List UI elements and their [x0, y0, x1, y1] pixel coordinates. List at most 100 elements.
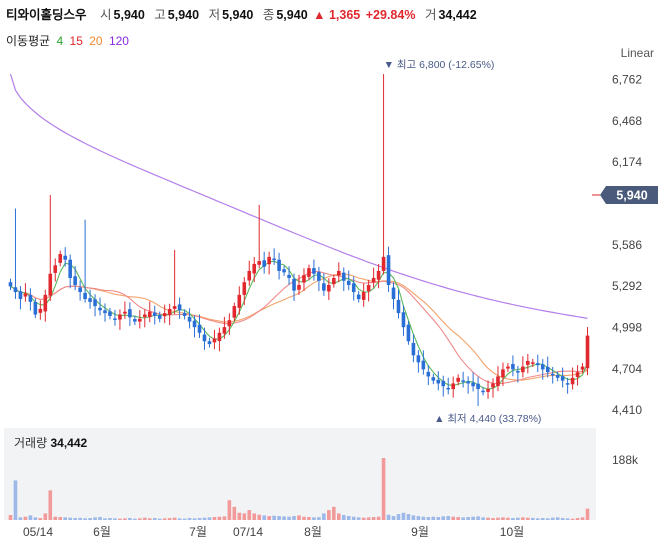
ma-period-120: 120	[108, 34, 129, 48]
candle-body	[431, 377, 436, 381]
volume-bar	[421, 516, 426, 520]
close-label: 종	[262, 8, 275, 22]
volume-bar	[550, 517, 555, 520]
candle-body	[585, 335, 590, 369]
price-tick-label: 4,998	[612, 320, 642, 334]
candle-body	[535, 363, 540, 366]
candle-body	[123, 311, 127, 314]
candle-body	[351, 283, 356, 293]
volume-bar	[441, 516, 446, 520]
volume-bar	[302, 516, 306, 520]
candle-body	[307, 268, 311, 277]
volume-bar	[376, 516, 381, 520]
volume-bar	[396, 514, 401, 520]
volume-bar	[182, 518, 187, 520]
candle-body	[232, 306, 237, 318]
price-tick-label: 6,174	[612, 155, 642, 169]
volume-bar	[381, 458, 386, 520]
high-annotation: ▼ 최고 6,800 (-12.65%)	[384, 59, 495, 71]
volume-bar	[28, 515, 33, 520]
candle-body	[521, 366, 525, 373]
candle-body	[73, 276, 77, 285]
candle-body	[501, 369, 505, 378]
candle-body	[157, 315, 162, 319]
volume-bar	[48, 490, 53, 520]
candle-body	[138, 318, 142, 322]
volume-bar	[23, 516, 28, 520]
volume-bar	[172, 517, 177, 520]
candle-body	[476, 383, 480, 390]
volume-bar	[187, 518, 192, 520]
candle-body	[366, 285, 371, 292]
volume-bar	[142, 517, 147, 520]
volume-value: 34,442	[438, 8, 477, 22]
candle-body	[297, 285, 301, 290]
candle-body	[23, 293, 28, 297]
candle-body	[287, 274, 291, 278]
volume-bar	[98, 517, 102, 520]
volume-bar	[307, 517, 311, 520]
moving-average-legend[interactable]: 이동평균 4 15 20 120	[6, 32, 132, 49]
volume-bar	[486, 517, 490, 520]
candle-body	[426, 371, 431, 377]
candle-body	[207, 341, 212, 345]
candle-body	[570, 377, 575, 385]
candle-body	[118, 314, 122, 320]
volume-bar	[177, 518, 182, 520]
candle-body	[550, 373, 555, 376]
scale-mode-toggle[interactable]: Linear	[620, 46, 654, 60]
volume-bar	[461, 517, 465, 520]
volume-bar	[346, 516, 351, 520]
candle-body	[108, 311, 112, 316]
candle-body	[332, 277, 336, 285]
volume-bar	[68, 517, 72, 520]
volume-bar	[118, 518, 122, 520]
close-value: 5,940	[276, 8, 308, 22]
candle-body	[471, 382, 475, 387]
volume-bar	[138, 518, 142, 520]
stock-name: 티와이홀딩스우	[6, 8, 87, 22]
candle-body	[421, 360, 426, 370]
volume-bar	[501, 517, 505, 520]
volume-bar	[113, 518, 117, 520]
candle-body	[396, 299, 401, 314]
ma-period-4: 4	[56, 34, 64, 48]
candle-body	[530, 362, 535, 364]
volume-bar	[391, 516, 396, 520]
volume-bar	[516, 517, 520, 520]
candle-body	[555, 375, 560, 378]
candle-body	[461, 380, 465, 382]
volume-bar	[466, 517, 470, 520]
volume-bar	[262, 515, 266, 520]
candle-body	[322, 283, 326, 291]
candle-body	[177, 304, 182, 311]
candle-body	[317, 272, 321, 281]
candle-body	[446, 387, 451, 390]
current-price-tag	[600, 186, 658, 204]
volume-bar	[93, 517, 97, 520]
candle-body	[486, 389, 490, 392]
volume-bar	[506, 517, 510, 520]
time-tick-label: 9월	[411, 525, 429, 539]
volume-bar	[371, 517, 376, 520]
volume-bar	[336, 513, 341, 520]
volume-bar	[386, 514, 391, 520]
volume-bar	[202, 517, 207, 520]
volume-bar	[242, 513, 247, 520]
candle-body	[451, 383, 456, 390]
candle-body	[356, 294, 361, 300]
volume-bar	[401, 512, 406, 520]
time-tick-label: 7월	[189, 525, 207, 539]
open-label: 시	[100, 8, 112, 22]
volume-bar	[446, 516, 451, 520]
volume-bar	[83, 518, 87, 520]
volume-bar	[297, 515, 301, 520]
candle-body	[381, 256, 386, 271]
candle-body	[526, 360, 530, 365]
volume-bar	[222, 516, 227, 520]
candle-body	[545, 366, 550, 373]
candle-body	[282, 269, 286, 273]
candle-body	[83, 292, 87, 300]
volume-bar	[133, 518, 137, 520]
